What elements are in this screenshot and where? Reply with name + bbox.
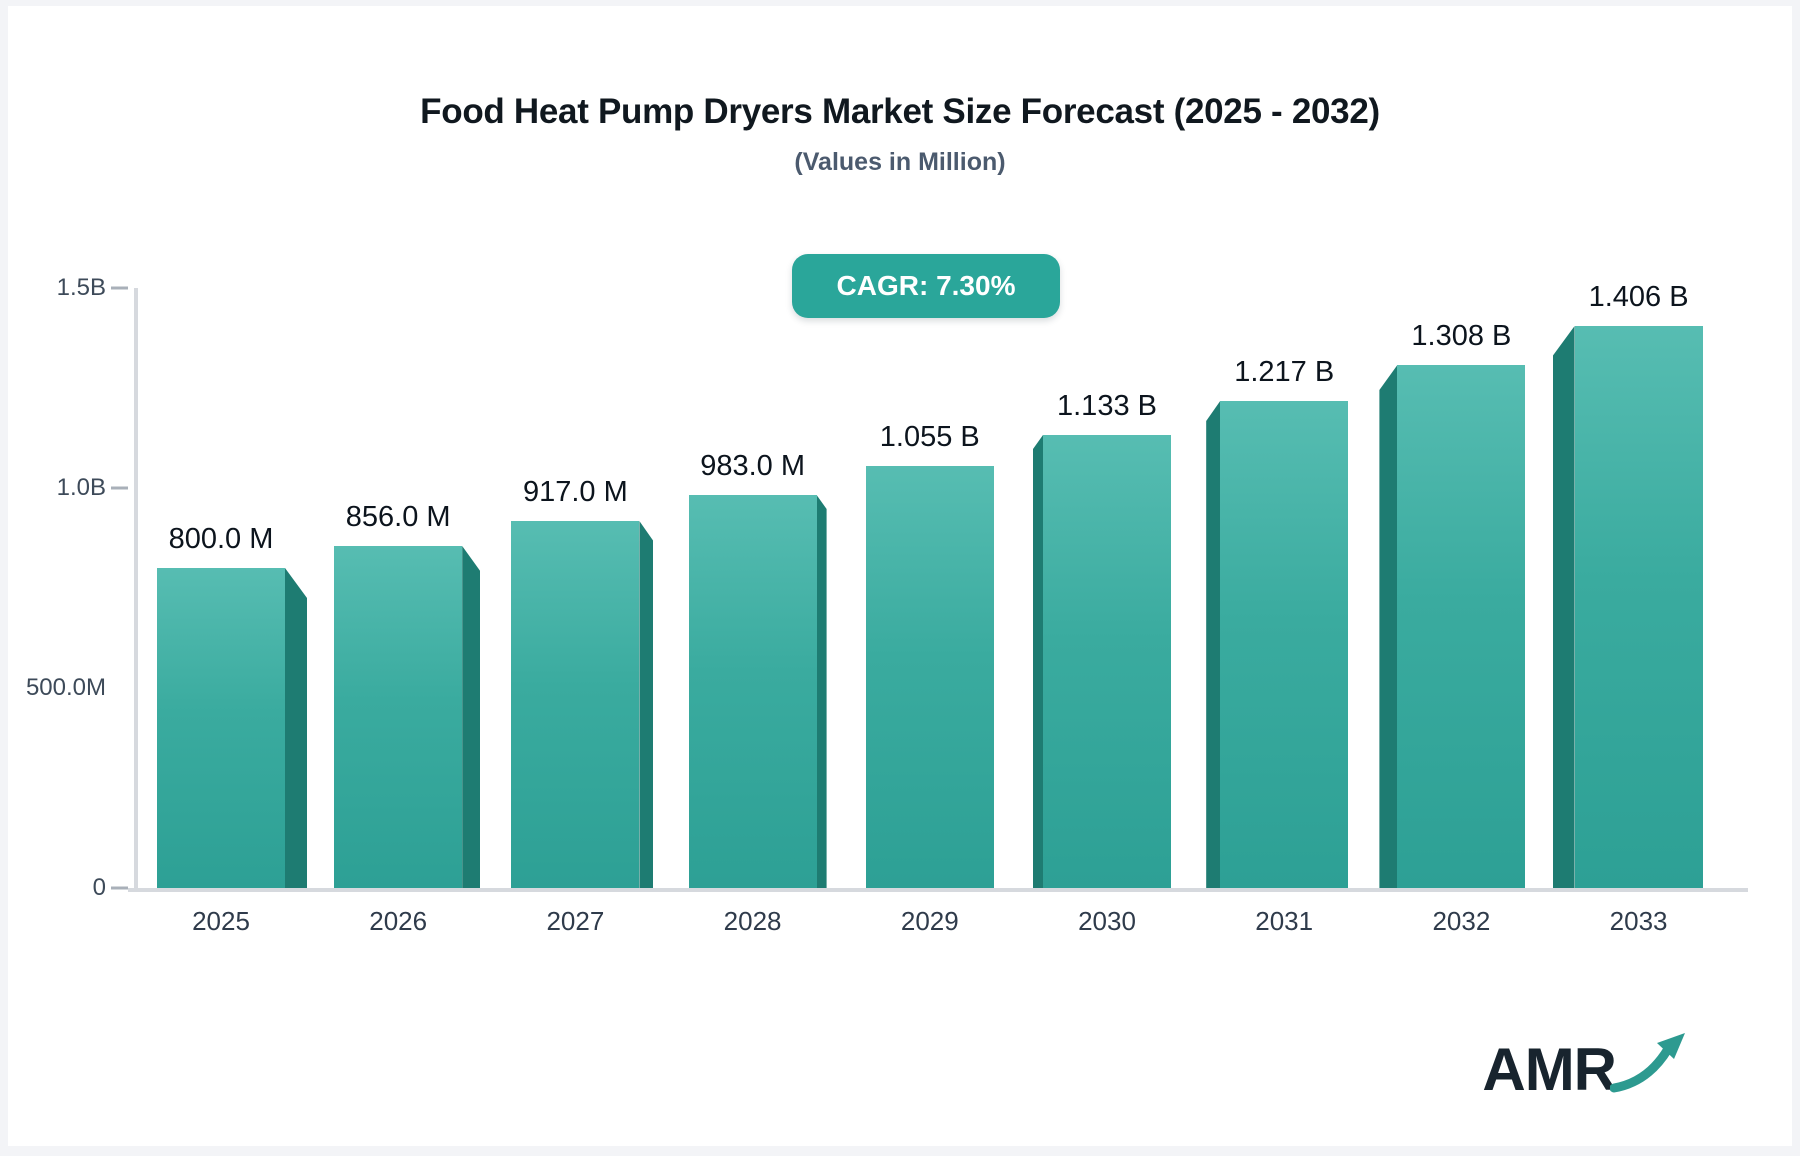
- bar-2027-side-face: [639, 521, 654, 888]
- bar-value-label-2025: 800.0 M: [168, 523, 274, 555]
- bar-value-label-2031: 1.217 B: [1234, 356, 1335, 388]
- chart-title: Food Heat Pump Dryers Market Size Foreca…: [420, 92, 1380, 131]
- bar-2028-side-face: [816, 495, 827, 888]
- y-tick-mark: [111, 886, 128, 890]
- y-tick-label-1.5B: 1.5B: [56, 274, 106, 301]
- cagr-badge: CAGR: 7.30%: [792, 254, 1060, 318]
- x-axis-label-2030: 2030: [1078, 906, 1136, 936]
- x-axis-label-2025: 2025: [192, 906, 250, 936]
- bar-value-label-2026: 856.0 M: [345, 501, 451, 533]
- bar-2027[interactable]: [511, 521, 640, 888]
- bar-2025[interactable]: [157, 568, 285, 888]
- cagr-badge-label: CAGR: 7.30%: [836, 270, 1016, 301]
- y-tick-label-1.0B: 1.0B: [56, 474, 106, 501]
- bar-2032-side-face: [1379, 365, 1398, 888]
- x-axis-label-2029: 2029: [900, 906, 959, 936]
- x-axis-baseline: [128, 888, 1748, 892]
- bar-2029[interactable]: [865, 466, 994, 888]
- y-tick-label-0: 0: [92, 874, 106, 901]
- bar-2032[interactable]: [1397, 365, 1526, 888]
- x-axis-label-2026: 2026: [369, 906, 428, 936]
- bar-value-label-2032: 1.308 B: [1411, 320, 1512, 352]
- amr-logo-text: AMR: [1482, 1036, 1617, 1103]
- bar-2028[interactable]: [688, 495, 817, 888]
- amr-logo: AMR: [1482, 1031, 1688, 1100]
- bar-2026-side-face: [462, 546, 481, 888]
- bar-2033[interactable]: [1574, 326, 1703, 888]
- bar-2030-side-face: [1033, 435, 1043, 888]
- bar-2031[interactable]: [1220, 401, 1349, 888]
- x-axis-label-2027: 2027: [546, 906, 605, 936]
- y-tick-label-500.0M: 500.0M: [25, 674, 106, 701]
- y-axis-line: [134, 288, 138, 890]
- bar-value-label-2030: 1.133 B: [1057, 390, 1157, 422]
- x-axis-label-2031: 2031: [1255, 906, 1314, 936]
- x-axis-label-2028: 2028: [723, 906, 782, 936]
- chart-subtitle: (Values in Million): [794, 148, 1006, 176]
- x-axis-label-2032: 2032: [1432, 906, 1491, 936]
- bar-value-label-2027: 917.0 M: [522, 476, 628, 508]
- chart-card: Food Heat Pump Dryers Market Size Foreca…: [8, 6, 1792, 1146]
- trend-up-arrow-icon: [1609, 1031, 1688, 1098]
- bar-2033-side-face: [1552, 326, 1575, 888]
- bar-2030[interactable]: [1043, 435, 1171, 888]
- bar-value-label-2029: 1.055 B: [879, 421, 980, 453]
- x-axis-label-2033: 2033: [1609, 906, 1668, 936]
- y-tick-mark: [111, 286, 128, 290]
- bar-value-label-2028: 983.0 M: [700, 450, 805, 482]
- bar-2025-side-face: [285, 568, 307, 888]
- bar-chart: 0 500.0M 1.0B 1.5B 800.0 M 856.0 M 917.0 M 983…: [8, 6, 1792, 1146]
- y-tick-mark: [111, 486, 128, 490]
- bar-2031-side-face: [1206, 401, 1221, 888]
- bar-2026[interactable]: [334, 546, 463, 888]
- bar-value-label-2033: 1.406 B: [1588, 281, 1689, 313]
